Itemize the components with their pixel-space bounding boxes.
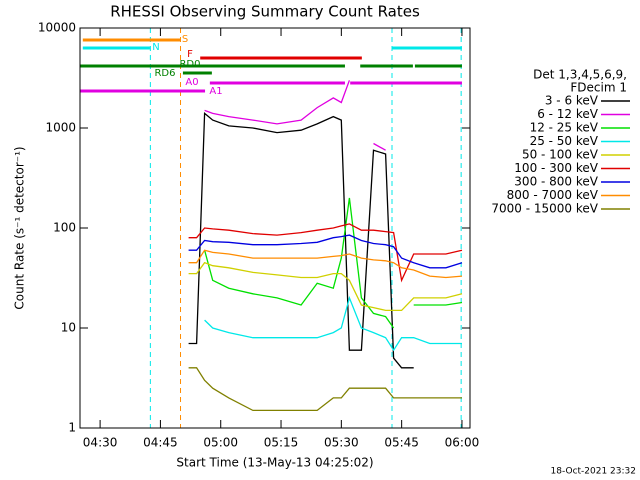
legend-label: 100 - 300 keV (514, 161, 598, 175)
series-line (203, 197, 463, 329)
x-tick-label: 05:00 (203, 436, 238, 450)
x-tick-label: 06:00 (445, 436, 480, 450)
flag-label: F (187, 49, 193, 60)
flag-label: N (152, 42, 159, 53)
plot-area (79, 28, 463, 428)
x-tick-label: 04:45 (143, 436, 178, 450)
y-axis-title: Count Rate (s⁻¹ detector⁻¹) (13, 146, 27, 309)
y-tick-label: 1000 (45, 121, 76, 135)
series-line (188, 261, 463, 312)
y-tick-label: 10000 (38, 21, 76, 35)
series-line (188, 367, 462, 412)
legend-label: 3 - 6 keV (545, 94, 599, 108)
legend-label: 7000 - 15000 keV (491, 202, 598, 216)
chart-title: RHESSI Observing Summary Count Rates (110, 3, 420, 21)
x-tick-label: 05:45 (384, 436, 419, 450)
flag-label: A1 (209, 86, 222, 97)
legend-label: 50 - 100 keV (522, 148, 599, 162)
y-tick-label: 1 (68, 421, 76, 435)
series-line (204, 80, 386, 151)
legend-title: Det 1,3,4,5,6,9, (533, 68, 627, 82)
series-line (188, 223, 463, 283)
series-line (188, 112, 414, 369)
x-tick-label: 04:30 (83, 436, 118, 450)
series-line (204, 295, 462, 352)
y-tick-label: 100 (53, 221, 76, 235)
x-axis-title: Start Time (13-May-13 04:25:02) (176, 456, 373, 470)
series-line (188, 234, 463, 269)
legend-label: 300 - 800 keV (514, 175, 598, 189)
y-tick-label: 10 (61, 321, 76, 335)
legend-label: 25 - 50 keV (530, 134, 599, 148)
footer: 18-Oct-2021 23:32 (551, 467, 636, 477)
flag-label: S (182, 34, 188, 45)
flag-label: A0 (185, 77, 198, 88)
flag-label: RD0 (179, 59, 200, 70)
series-line (188, 249, 463, 279)
x-tick-label: 05:15 (264, 436, 299, 450)
legend-label: 800 - 7000 keV (507, 188, 599, 202)
x-tick-label: 05:30 (324, 436, 359, 450)
legend-title: FDecim 1 (570, 81, 627, 95)
legend-label: 12 - 25 keV (530, 121, 599, 135)
flag-label: RD6 (154, 68, 175, 79)
legend-label: 6 - 12 keV (537, 107, 599, 121)
